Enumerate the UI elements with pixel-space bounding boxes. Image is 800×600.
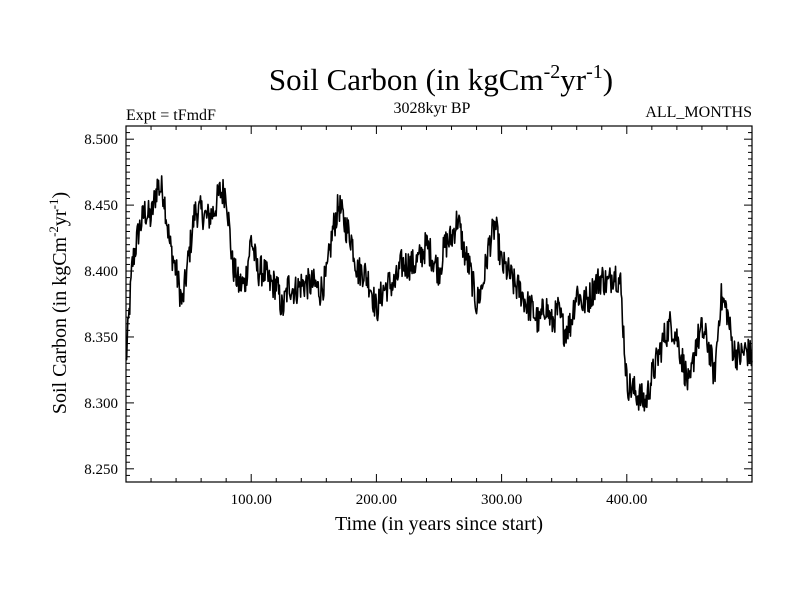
period-label: 3028kyr BP [394, 100, 471, 117]
x-axis: 100.00 200.00 300.00 400.00 [150, 126, 728, 508]
x-tick-label: 400.00 [606, 492, 647, 508]
months-label: ALL_MONTHS [645, 104, 752, 121]
series-line [125, 175, 753, 412]
y-tick-label: 8.450 [84, 198, 118, 214]
y-tick-label: 8.300 [84, 396, 118, 412]
y-axis-label: Soil Carbon (in kgCm-2yr-1) [46, 192, 71, 414]
experiment-label: Expt = tFmdF [126, 107, 216, 124]
x-axis-label: Time (in years since start) [335, 513, 543, 535]
x-tick-label: 100.00 [231, 492, 272, 508]
y-axis: 8.250 8.300 8.350 8.400 8.450 8.500 [84, 125, 752, 478]
chart-title: Soil Carbon (in kgCm-2yr-1) [269, 61, 613, 97]
y-tick-label: 8.350 [84, 330, 118, 346]
title-group: Soil Carbon (in kgCm-2yr-1) Expt = tFmdF… [126, 61, 752, 124]
x-tick-label: 300.00 [481, 492, 522, 508]
y-tick-label: 8.500 [84, 132, 118, 148]
x-tick-label: 200.00 [356, 492, 397, 508]
plot-frame [125, 125, 753, 483]
y-tick-label: 8.250 [84, 462, 118, 478]
series-group [125, 175, 753, 412]
y-tick-label: 8.400 [84, 264, 118, 280]
